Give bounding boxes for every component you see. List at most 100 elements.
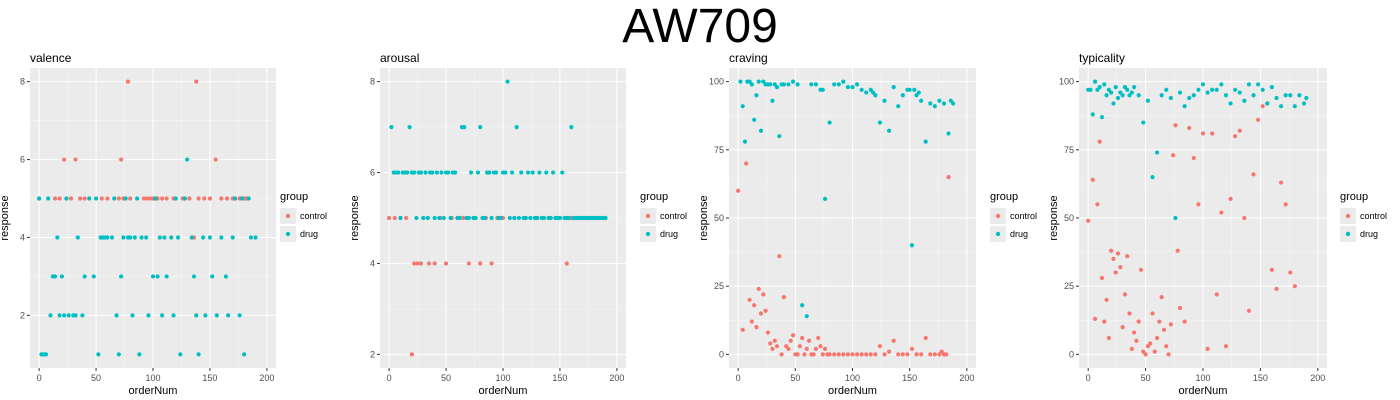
legend-label-control: control	[660, 211, 687, 221]
data-point-drug	[786, 82, 791, 87]
data-point-control	[160, 196, 165, 201]
x-tick-label: 0	[37, 373, 42, 383]
data-point-drug	[541, 215, 547, 221]
data-point-control	[813, 346, 819, 352]
data-point-control	[758, 311, 764, 316]
legend-marker-control	[1345, 213, 1351, 219]
data-point-drug	[1301, 101, 1307, 106]
data-point-drug	[157, 235, 162, 240]
data-point-control	[213, 157, 218, 162]
data-point-drug	[128, 235, 133, 240]
data-point-drug	[850, 84, 855, 90]
data-point-drug	[1168, 95, 1173, 101]
data-point-control	[1177, 305, 1183, 311]
data-point-control	[740, 327, 745, 332]
legend: group control drug	[640, 191, 687, 242]
data-point-control	[1148, 341, 1153, 346]
data-point-drug	[59, 274, 64, 279]
legend-marker-drug	[995, 231, 1001, 237]
data-point-drug	[519, 170, 524, 175]
data-point-drug	[1205, 90, 1210, 95]
data-point-control	[932, 352, 937, 357]
data-point-control	[772, 338, 777, 343]
data-point-control	[747, 297, 752, 302]
data-point-drug	[891, 84, 896, 90]
data-point-control	[765, 330, 770, 335]
data-point-control	[128, 196, 133, 201]
data-point-control	[426, 261, 432, 266]
panel-title: arousal	[380, 51, 419, 65]
x-tick-label: 100	[495, 373, 510, 383]
data-point-drug	[207, 235, 213, 240]
data-point-control	[1138, 267, 1144, 272]
data-point-drug	[507, 215, 512, 221]
data-point-drug	[414, 215, 419, 221]
data-point-control	[73, 157, 78, 162]
data-point-drug	[912, 87, 917, 92]
data-point-drug	[928, 101, 933, 106]
data-point-drug	[1154, 150, 1160, 155]
x-tick-label: 50	[91, 373, 101, 383]
data-point-control	[99, 196, 104, 201]
data-point-control	[1086, 218, 1091, 223]
data-point-control	[854, 352, 860, 357]
panel-title: craving	[729, 51, 768, 65]
data-point-drug	[1200, 82, 1206, 87]
data-point-drug	[1242, 98, 1247, 103]
data-point-control	[404, 215, 409, 221]
data-point-drug	[752, 117, 757, 122]
data-point-drug	[932, 104, 937, 109]
data-point-drug	[951, 101, 956, 106]
data-point-drug	[494, 170, 499, 175]
data-point-control	[822, 346, 828, 352]
data-point-drug	[123, 196, 128, 201]
data-point-drug	[1288, 93, 1293, 98]
data-point-drug	[469, 170, 474, 175]
data-point-control	[1154, 335, 1160, 341]
data-point-drug	[134, 196, 140, 201]
data-point-drug	[164, 274, 169, 279]
data-point-drug	[162, 235, 167, 240]
data-point-drug	[525, 170, 531, 175]
data-point-control	[749, 319, 754, 324]
data-point-drug	[189, 235, 194, 240]
x-tick-label: 200	[609, 373, 624, 383]
data-point-drug	[537, 170, 542, 175]
data-point-drug	[528, 215, 533, 221]
data-point-drug	[248, 235, 254, 240]
data-point-control	[207, 196, 213, 201]
legend-marker-drug	[645, 231, 651, 237]
data-point-control	[443, 261, 449, 266]
data-point-control	[125, 79, 131, 84]
data-point-control	[841, 352, 846, 357]
data-point-control	[896, 352, 901, 357]
data-point-drug	[448, 215, 453, 221]
data-point-drug	[73, 313, 78, 318]
data-point-control	[418, 261, 424, 266]
data-point-drug	[877, 120, 883, 125]
data-point-drug	[160, 313, 165, 318]
data-point-drug	[813, 82, 819, 87]
data-point-drug	[1150, 174, 1155, 180]
legend-marker-control	[995, 213, 1001, 219]
y-tick-label: 100	[709, 77, 724, 87]
data-point-control	[1159, 294, 1164, 300]
y-axis-title: response	[349, 195, 361, 240]
data-point-drug	[1099, 114, 1105, 120]
data-point-control	[1132, 330, 1137, 335]
x-tick-label: 100	[845, 373, 860, 383]
legend-label-control: control	[1360, 211, 1387, 221]
data-point-drug	[740, 104, 745, 109]
data-point-drug	[223, 274, 228, 279]
data-point-control	[763, 308, 768, 313]
data-point-control	[736, 188, 741, 193]
data-point-drug	[239, 196, 244, 201]
data-point-drug	[210, 274, 215, 279]
data-point-drug	[1109, 90, 1114, 95]
data-point-drug	[96, 352, 101, 357]
data-point-control	[1223, 344, 1229, 349]
data-point-drug	[1246, 82, 1252, 87]
data-point-drug	[768, 82, 773, 87]
data-point-drug	[809, 82, 814, 87]
data-point-drug	[232, 196, 238, 201]
